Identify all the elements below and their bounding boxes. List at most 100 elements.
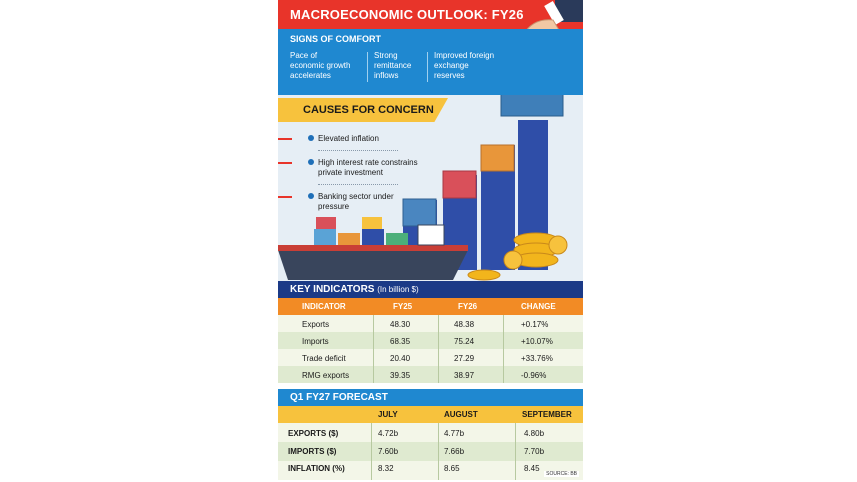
concern-item-inflation: Elevated inflation (318, 134, 379, 144)
table-cell: 4.77b (444, 429, 465, 438)
ship-container (338, 233, 360, 245)
table-cell: 48.30 (390, 320, 411, 329)
table-cell: 39.35 (390, 371, 411, 380)
coin-stack (467, 269, 501, 281)
table-cell: 7.60b (378, 447, 399, 456)
col-header-august: AUGUST (444, 410, 478, 419)
dotted-divider (318, 150, 398, 151)
comfort-item-line: Pace of (290, 51, 318, 60)
forecast-row-label: EXPORTS ($) (288, 429, 339, 438)
bullet-icon (308, 135, 314, 141)
forecast-table-header (278, 406, 583, 423)
comfort-item-reserves: Improved foreign exchange reserves (434, 51, 494, 81)
comfort-item-line: economic growth (290, 61, 351, 70)
column-divider (373, 315, 374, 383)
comfort-divider (367, 52, 368, 82)
comfort-item-line: exchange (434, 61, 469, 70)
table-cell: 68.35 (390, 337, 411, 346)
trade-illustration (278, 95, 568, 281)
concern-item-line: Elevated inflation (318, 134, 379, 143)
signs-of-comfort-heading: SIGNS OF COMFORT (290, 34, 381, 44)
coin (548, 235, 568, 255)
table-cell: 27.29 (454, 354, 475, 363)
concern-marker (278, 138, 292, 140)
table-row (278, 442, 583, 461)
ship-bridge (417, 224, 445, 246)
infographic-card: MACROECONOMIC OUTLOOK: FY26 SIGNS OF COM… (278, 0, 583, 482)
source-label: SOURCE: BB (544, 471, 579, 477)
table-cell: 48.38 (454, 320, 475, 329)
hanging-container (500, 95, 564, 117)
ship-container (362, 229, 384, 245)
column-divider (503, 315, 504, 383)
table-cell: +0.17% (521, 320, 549, 329)
col-header-change: CHANGE (521, 302, 556, 311)
table-row (278, 461, 583, 480)
bullet-icon (308, 159, 314, 165)
indicators-table-header (278, 298, 583, 315)
table-cell: RMG exports (302, 371, 350, 380)
table-cell: 4.80b (524, 429, 545, 438)
dotted-divider (318, 184, 398, 185)
table-cell: 8.65 (444, 464, 460, 473)
table-cell: 7.70b (524, 447, 545, 456)
table-row (278, 423, 583, 442)
table-cell: 7.66b (444, 447, 465, 456)
comfort-item-line: Strong (374, 51, 398, 60)
cuff-shape (544, 0, 564, 26)
key-indicators-unit: (In billion $) (377, 285, 419, 294)
sleeve-shape (555, 0, 583, 22)
table-row (278, 332, 583, 349)
container-orange (480, 144, 515, 172)
key-indicators-bar (278, 281, 583, 298)
page-title: MACROECONOMIC OUTLOOK: FY26 (290, 7, 524, 22)
bullet-icon (308, 193, 314, 199)
forecast-row-label: INFLATION (%) (288, 464, 345, 473)
col-header-indicator: INDICATOR (302, 302, 346, 311)
table-row (278, 315, 583, 332)
concern-item-line: Banking sector under (318, 192, 394, 201)
table-cell: 20.40 (390, 354, 411, 363)
comfort-item-line: inflows (374, 71, 399, 80)
coin (503, 250, 523, 270)
concern-marker (278, 196, 292, 198)
concern-item-interest-rate: High interest rate constrains private in… (318, 158, 418, 178)
table-cell: 8.32 (378, 464, 394, 473)
table-cell: 38.97 (454, 371, 475, 380)
comfort-item-growth: Pace of economic growth accelerates (290, 51, 350, 81)
causes-for-concern-banner (278, 98, 448, 122)
ship-container (314, 229, 336, 245)
concern-item-banking: Banking sector under pressure (318, 192, 394, 212)
table-cell: +33.76% (521, 354, 553, 363)
comfort-item-line: accelerates (290, 71, 331, 80)
comfort-item-line: reserves (434, 71, 465, 80)
key-indicators-heading: KEY INDICATORS (In billion $) (290, 284, 419, 295)
table-cell: Trade deficit (302, 354, 346, 363)
ship-deck-stripe (278, 245, 468, 251)
container-blue (402, 198, 437, 227)
comfort-divider (427, 52, 428, 82)
concern-item-line: private investment (318, 168, 383, 177)
col-header-fy25: FY25 (393, 302, 413, 311)
ship-container (362, 217, 382, 229)
forecast-heading: Q1 FY27 FORECAST (290, 392, 388, 403)
table-cell: 8.45 (524, 464, 540, 473)
col-header-september: SEPTEMBER (522, 410, 572, 419)
key-indicators-title: KEY INDICATORS (290, 284, 375, 295)
table-cell: Exports (302, 320, 330, 329)
comfort-item-line: remittance (374, 61, 412, 70)
concern-marker (278, 162, 292, 164)
table-cell: Imports (302, 337, 329, 346)
ship-hull (278, 250, 468, 280)
concern-item-line: pressure (318, 202, 350, 211)
forecast-row-label: IMPORTS ($) (288, 447, 337, 456)
forecast-bar (278, 389, 583, 406)
column-divider (371, 423, 372, 480)
col-header-july: JULY (378, 410, 398, 419)
container-red (442, 170, 477, 199)
column-divider (438, 423, 439, 480)
table-row (278, 366, 583, 383)
concern-item-line: High interest rate constrains (318, 158, 418, 167)
table-cell: +10.07% (521, 337, 553, 346)
column-divider (438, 315, 439, 383)
